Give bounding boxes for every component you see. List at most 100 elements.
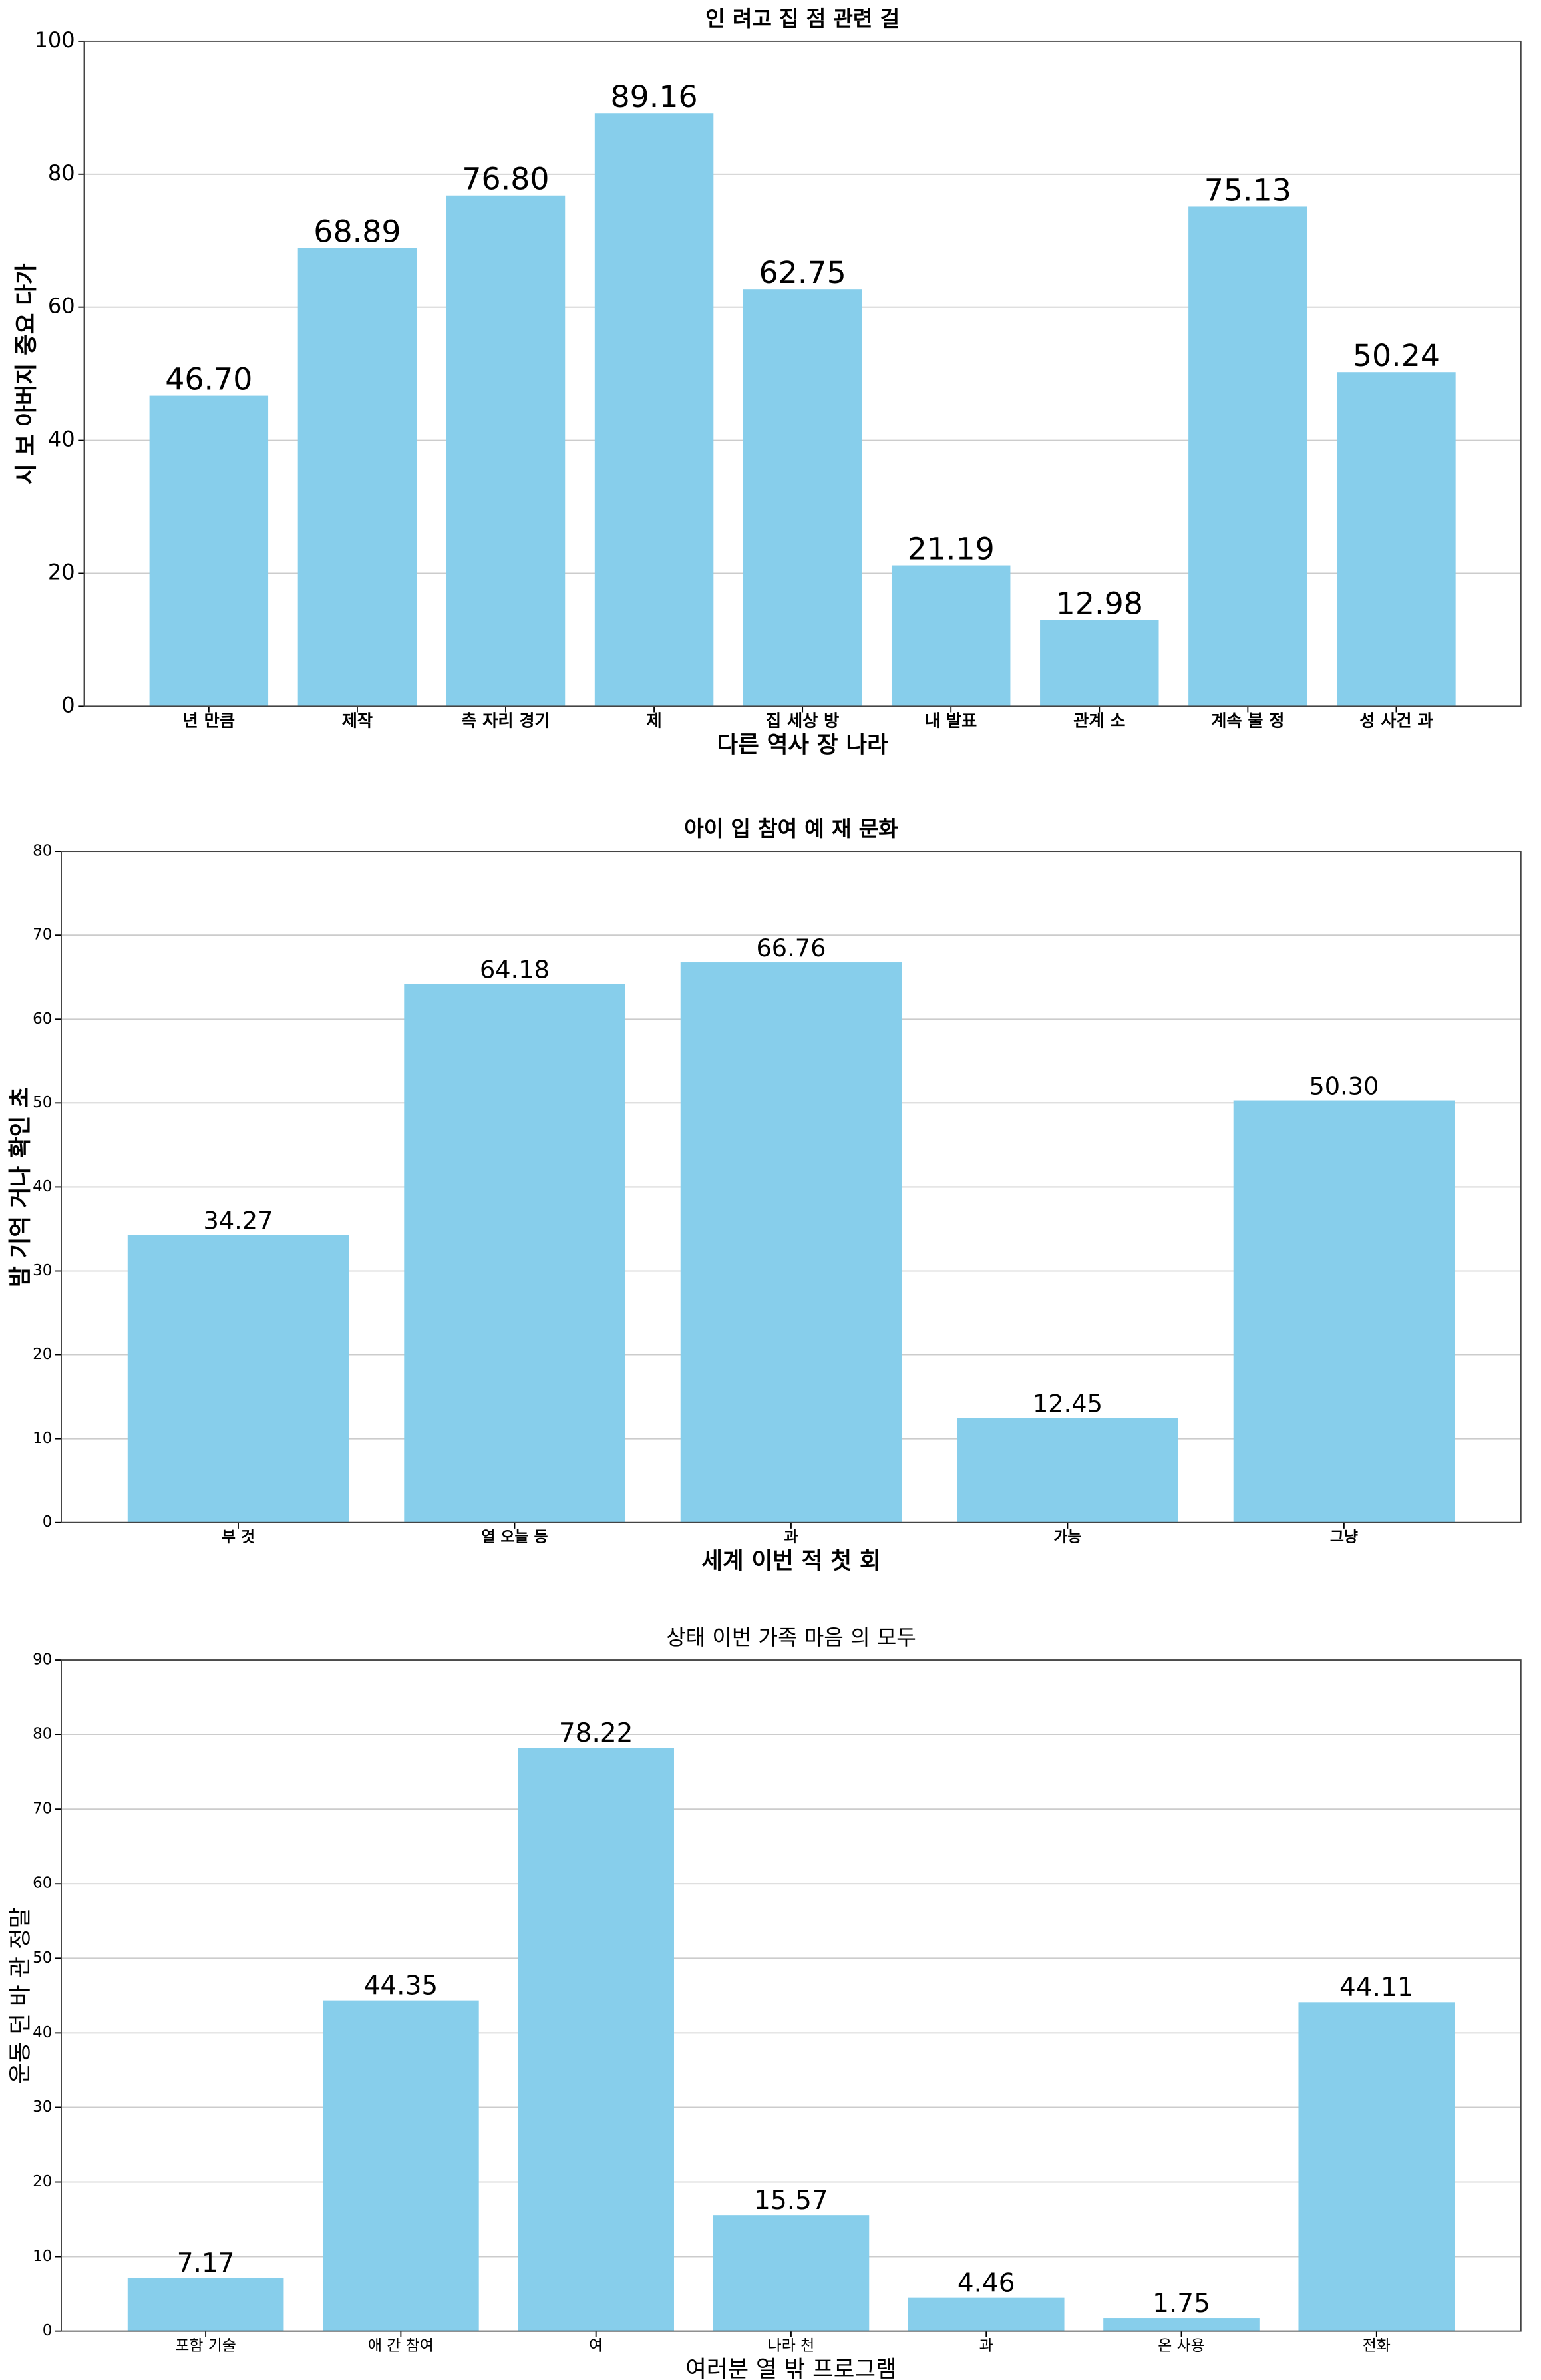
bar xyxy=(594,113,714,707)
value-label: 15.57 xyxy=(754,2186,828,2216)
bar xyxy=(1040,620,1159,707)
bar xyxy=(149,395,269,707)
value-label: 4.46 xyxy=(957,2268,1015,2298)
chart-title: 상태 이번 가족 마음 의 모두 xyxy=(666,1625,916,1650)
bar xyxy=(404,984,625,1523)
y-tick-label: 0 xyxy=(43,2322,53,2339)
y-tick-label: 60 xyxy=(48,294,75,319)
y-axis-label: 운동 던 바 관 정말 xyxy=(7,1907,34,2084)
x-tick-label: 여 xyxy=(589,2337,603,2355)
value-label: 66.76 xyxy=(756,934,826,962)
y-tick-label: 80 xyxy=(48,160,75,186)
y-tick-label: 30 xyxy=(33,2098,52,2116)
y-tick-label: 40 xyxy=(48,427,75,452)
value-label: 21.19 xyxy=(908,530,995,566)
bar xyxy=(713,2215,870,2331)
value-label: 12.45 xyxy=(1033,1390,1103,1418)
y-tick-label: 70 xyxy=(33,926,52,944)
value-label: 62.75 xyxy=(759,254,846,290)
value-label: 75.13 xyxy=(1204,172,1291,208)
value-label: 7.17 xyxy=(177,2248,235,2278)
x-tick-label: 집 세상 방 xyxy=(766,711,839,730)
x-tick-label: 전화 xyxy=(1363,2337,1391,2355)
y-tick-label: 20 xyxy=(33,2173,52,2190)
bar xyxy=(680,962,902,1523)
chart-title: 아이 입 참여 예 재 문화 xyxy=(684,816,898,841)
plot-frame xyxy=(83,40,1522,707)
x-tick-label: 과 xyxy=(784,1529,798,1546)
y-tick-label: 10 xyxy=(33,1430,52,1447)
value-label: 89.16 xyxy=(610,79,697,114)
y-tick-label: 60 xyxy=(33,1875,52,1892)
x-axis-label: 여러분 열 밖 프로그램 xyxy=(685,2357,896,2380)
bar xyxy=(446,195,566,707)
x-tick-label: 그냥 xyxy=(1330,1529,1358,1546)
x-axis-label: 다른 역사 장 나라 xyxy=(717,731,888,758)
value-label: 44.35 xyxy=(364,1971,438,2001)
value-label: 68.89 xyxy=(313,214,401,250)
value-label: 46.70 xyxy=(165,361,252,397)
bar xyxy=(297,248,417,707)
y-tick-label: 50 xyxy=(33,1949,52,1967)
y-tick-label: 40 xyxy=(33,1178,52,1195)
value-label: 1.75 xyxy=(1152,2289,1210,2319)
y-axis-label: 시 보 아버지 중요 다가 xyxy=(13,263,40,485)
bar xyxy=(1233,1100,1455,1523)
x-tick-label: 관계 소 xyxy=(1073,711,1125,730)
y-tick-label: 20 xyxy=(48,559,75,584)
value-label: 12.98 xyxy=(1056,585,1143,621)
value-label: 64.18 xyxy=(480,955,550,984)
x-tick-label: 성 사건 과 xyxy=(1359,711,1433,730)
y-axis-label: 밤 기억 거나 확인 초 xyxy=(7,1087,34,1287)
y-tick-label: 90 xyxy=(33,1651,52,1669)
x-tick-label: 년 만큼 xyxy=(183,711,235,730)
value-label: 78.22 xyxy=(559,1718,633,1748)
x-tick-label: 계속 불 정 xyxy=(1211,711,1284,730)
bar xyxy=(323,2000,479,2331)
x-tick-label: 측 자리 경기 xyxy=(461,711,550,730)
x-tick-label: 가능 xyxy=(1053,1529,1081,1546)
chart-title: 인 려고 집 점 관련 걸 xyxy=(705,6,900,31)
x-tick-label: 포함 기술 xyxy=(175,2337,236,2355)
y-tick-label: 20 xyxy=(33,1346,52,1363)
x-tick-label: 제 xyxy=(646,711,661,730)
bar xyxy=(127,2278,284,2331)
plot-frame xyxy=(61,1659,1522,2332)
value-label: 44.11 xyxy=(1339,1973,1414,2003)
bar xyxy=(1337,372,1456,707)
y-tick-label: 80 xyxy=(33,1726,52,1743)
value-label: 34.27 xyxy=(204,1206,273,1235)
y-tick-label: 70 xyxy=(33,1800,52,1818)
x-axis-label: 세계 이번 적 첫 회 xyxy=(701,1548,880,1575)
y-tick-label: 60 xyxy=(33,1010,52,1028)
x-tick-label: 과 xyxy=(979,2337,993,2355)
y-tick-label: 100 xyxy=(34,27,75,53)
bar xyxy=(1298,2002,1455,2331)
x-tick-label: 열 오늘 등 xyxy=(481,1529,548,1546)
y-tick-label: 30 xyxy=(33,1262,52,1279)
value-label: 76.80 xyxy=(462,161,549,197)
y-tick-label: 40 xyxy=(33,2024,52,2041)
value-label: 50.30 xyxy=(1309,1072,1379,1100)
bar xyxy=(908,2297,1065,2331)
bar xyxy=(1188,206,1307,707)
y-tick-label: 50 xyxy=(33,1094,52,1111)
x-tick-label: 부 것 xyxy=(222,1529,255,1546)
x-tick-label: 내 발표 xyxy=(925,711,977,730)
y-tick-label: 10 xyxy=(33,2248,52,2265)
y-tick-label: 0 xyxy=(43,1513,53,1531)
x-tick-label: 애 간 참여 xyxy=(368,2337,434,2355)
y-tick-label: 0 xyxy=(61,692,75,717)
bar xyxy=(957,1418,1178,1523)
x-tick-label: 제작 xyxy=(342,711,373,730)
plot-frame xyxy=(61,851,1522,1523)
bar xyxy=(1103,2318,1260,2331)
bar xyxy=(891,565,1011,707)
bar xyxy=(518,1748,674,2331)
bar xyxy=(127,1235,349,1523)
x-tick-label: 나라 천 xyxy=(768,2337,815,2355)
x-tick-label: 온 사용 xyxy=(1158,2337,1205,2355)
value-label: 50.24 xyxy=(1353,337,1440,373)
y-tick-label: 80 xyxy=(33,843,52,860)
